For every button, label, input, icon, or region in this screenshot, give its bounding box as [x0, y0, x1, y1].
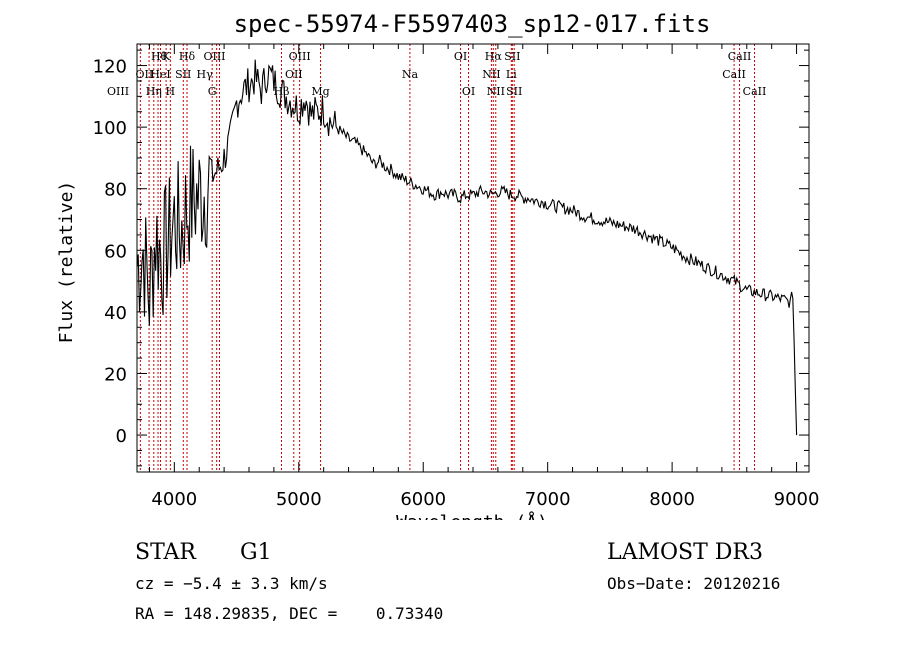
- line-label-CaII: CaII: [722, 68, 746, 81]
- line-label-K: K: [162, 50, 171, 63]
- y-tick-label: 120: [93, 57, 127, 78]
- spectral-line-markers: [139, 44, 755, 472]
- line-label-OIII: OIII: [203, 50, 225, 63]
- line-label-SII: SII: [506, 85, 522, 98]
- object-class: STAR: [135, 540, 196, 565]
- spectrum-chart: spec-55974-F5597403_sp12-017.fits HθK Hδ O…: [56, 10, 820, 520]
- plot-frame: [136, 43, 810, 473]
- line-label-H: H: [166, 85, 176, 98]
- line-label-Hθ: Hθ: [151, 50, 168, 63]
- line-label-G: G: [208, 85, 217, 98]
- redshift-cz: cz = −5.4 ± 3.3 km/s: [135, 574, 328, 593]
- line-label-Hη: Hη: [146, 85, 162, 98]
- y-tick-label: 0: [116, 426, 127, 447]
- line-label-Mg: Mg: [311, 85, 329, 98]
- line-label-Hδ: Hδ: [179, 50, 196, 63]
- line-label-HeI: HeI: [150, 68, 170, 81]
- line-label-SII: SII: [504, 50, 520, 63]
- x-tick-label: 5000: [276, 489, 322, 510]
- line-label-Hα: Hα: [485, 50, 503, 63]
- line-label-OII: OII: [285, 68, 303, 81]
- x-tick-label: 6000: [400, 489, 446, 510]
- x-tick-label: 4000: [151, 489, 197, 510]
- y-axis-ticks: 0 20 40 60 80 100 120: [93, 49, 809, 467]
- object-subclass: G1: [240, 540, 272, 565]
- line-label-CaII: CaII: [743, 85, 767, 98]
- line-label-NII: NII: [487, 85, 505, 98]
- line-label-SII: SII: [175, 68, 191, 81]
- x-axis-ticks: 4000 5000 6000 7000 8000 9000: [148, 44, 820, 510]
- spectrum-line: [136, 59, 798, 436]
- line-label-OI: OI: [462, 85, 475, 98]
- y-tick-label: 40: [104, 303, 127, 324]
- y-axis-label: Flux (relative): [56, 181, 77, 344]
- x-tick-label: 8000: [649, 489, 695, 510]
- x-tick-label: 7000: [525, 489, 571, 510]
- line-label-NII: NII: [482, 68, 500, 81]
- survey-name: LAMOST DR3: [607, 540, 763, 565]
- y-tick-label: 20: [104, 364, 127, 385]
- coordinates: RA = 148.29835, DEC = 0.73340: [135, 604, 444, 623]
- y-tick-label: 100: [93, 118, 127, 139]
- chart-title: spec-55974-F5597403_sp12-017.fits: [234, 10, 711, 38]
- line-label-Hγ: Hγ: [197, 68, 214, 81]
- line-label-CaII: CaII: [728, 50, 752, 63]
- line-label-OIII: OIII: [289, 50, 311, 63]
- line-label-Na: Na: [402, 68, 419, 81]
- y-tick-label: 80: [104, 180, 127, 201]
- x-axis-label: Wavelength (Å): [396, 511, 548, 520]
- line-label-OII: OII: [136, 68, 154, 81]
- x-tick-label: 9000: [774, 489, 820, 510]
- line-label-OIII: OIII: [107, 85, 129, 98]
- observation-date: Obs−Date: 20120216: [607, 574, 781, 593]
- line-label-OI: OI: [454, 50, 467, 63]
- line-label-Li: Li: [506, 68, 517, 81]
- y-tick-label: 60: [104, 241, 127, 262]
